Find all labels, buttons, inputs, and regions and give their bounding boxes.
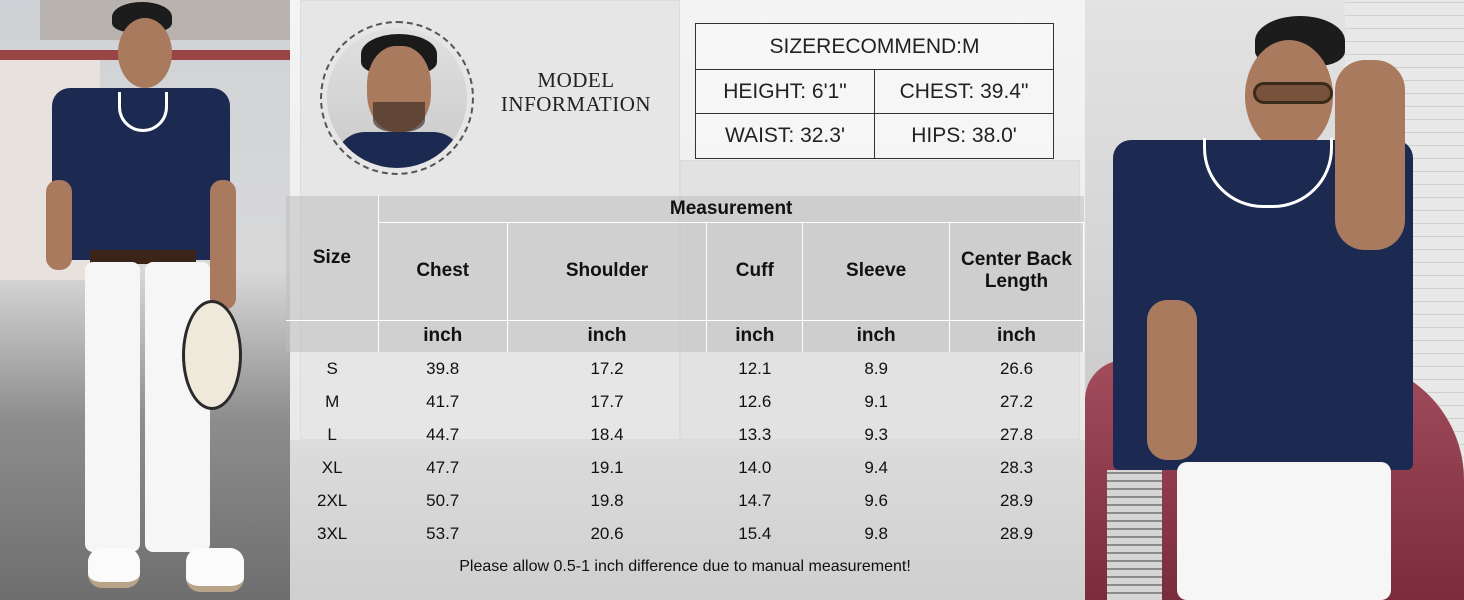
measurement-cell: 13.3 — [738, 424, 772, 444]
unit-label: inch — [507, 319, 708, 352]
size-recommend: SIZERECOMMEND:M — [769, 35, 980, 58]
size-cell: XL — [321, 457, 343, 477]
measurement-cell: 27.8 — [999, 424, 1034, 444]
measurement-cell: 53.7 — [426, 523, 460, 543]
size-cell: M — [325, 391, 340, 411]
measurement-cell: 15.4 — [738, 523, 772, 543]
column-header-shoulder: Shoulder — [507, 221, 708, 320]
model-title-line1: MODEL — [537, 68, 615, 92]
right-model-photo — [1085, 0, 1464, 600]
measurement-cell: 9.1 — [864, 391, 888, 411]
measurement-cell: 28.9 — [999, 490, 1034, 510]
size-cell: S — [326, 358, 338, 378]
measurement-cell: 26.6 — [999, 358, 1034, 378]
measurement-cell: 50.7 — [426, 490, 460, 510]
measurement-cell: 17.2 — [590, 358, 624, 378]
measurement-cell: 18.4 — [590, 424, 624, 444]
table-row: S 39.8 17.2 12.1 8.9 26.6 — [286, 352, 1084, 385]
measurement-cell: 9.4 — [864, 457, 888, 477]
model-hips: HIPS: 38.0' — [874, 114, 1053, 158]
table-row: L 44.7 18.4 13.3 9.3 27.8 — [286, 418, 1084, 451]
column-header-sleeve: Sleeve — [802, 221, 950, 320]
model-portrait — [320, 21, 474, 175]
size-chart-table: Size Measurement Chest Shoulder Cuff Sle… — [286, 196, 1084, 550]
measurement-cell: 41.7 — [426, 391, 460, 411]
unit-label: inch — [378, 319, 508, 352]
model-information-title: MODEL INFORMATION — [490, 68, 662, 116]
table-row: 2XL 50.7 19.8 14.7 9.6 28.9 — [286, 484, 1084, 517]
left-model-photo — [0, 0, 290, 600]
measurement-cell: 8.9 — [864, 358, 888, 378]
measurement-cell: 44.7 — [426, 424, 460, 444]
measurement-cell: 28.9 — [999, 523, 1034, 543]
table-row: 3XL 53.7 20.6 15.4 9.8 28.9 — [286, 517, 1084, 550]
measurement-note: Please allow 0.5-1 inch difference due t… — [459, 558, 911, 575]
model-waist: WAIST: 32.3' — [725, 124, 845, 147]
size-cell: 2XL — [317, 490, 348, 510]
measurement-cell: 14.7 — [738, 490, 772, 510]
measurement-cell: 19.1 — [590, 457, 624, 477]
measurement-cell: 47.7 — [426, 457, 460, 477]
model-title-line2: INFORMATION — [500, 92, 652, 116]
measurement-cell: 9.6 — [864, 490, 888, 510]
model-chest: CHEST: 39.4" — [874, 70, 1053, 113]
measurement-cell: 28.3 — [999, 457, 1034, 477]
column-header-center-back-length: Center Back Length — [949, 221, 1084, 320]
column-header-cuff: Cuff — [706, 221, 804, 320]
measurement-cell: 9.3 — [864, 424, 888, 444]
measurement-group-header: Measurement — [378, 196, 1084, 222]
table-row: XL 47.7 19.1 14.0 9.4 28.3 — [286, 451, 1084, 484]
measurement-cell: 17.7 — [590, 391, 624, 411]
size-column-header: Size — [286, 196, 379, 320]
unit-label: inch — [802, 319, 950, 352]
column-header-chest: Chest — [378, 221, 508, 320]
unit-label: inch — [706, 319, 804, 352]
measurement-cell: 12.6 — [738, 391, 772, 411]
unit-label: inch — [949, 319, 1084, 352]
measurement-cell: 27.2 — [999, 391, 1034, 411]
model-info-box: SIZERECOMMEND:M HEIGHT: 6'1" CHEST: 39.4… — [695, 23, 1054, 159]
measurement-cell: 12.1 — [738, 358, 772, 378]
measurement-cell: 19.8 — [590, 490, 624, 510]
model-height: HEIGHT: 6'1" — [723, 80, 847, 103]
measurement-cell: 20.6 — [590, 523, 624, 543]
unit-spacer — [286, 319, 379, 352]
measurement-cell: 9.8 — [864, 523, 888, 543]
size-cell: L — [327, 424, 337, 444]
size-cell: 3XL — [317, 523, 348, 543]
measurement-cell: 39.8 — [426, 358, 460, 378]
measurement-cell: 14.0 — [738, 457, 772, 477]
table-row: M 41.7 17.7 12.6 9.1 27.2 — [286, 385, 1084, 418]
